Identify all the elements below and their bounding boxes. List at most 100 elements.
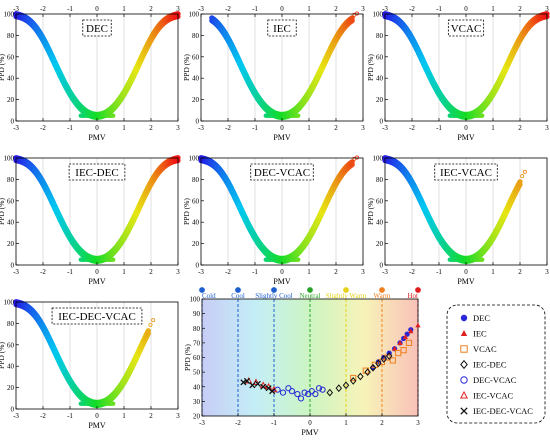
panel-label-box bbox=[82, 19, 112, 37]
ppd-point bbox=[111, 113, 116, 118]
x-top-tick-label: -1 bbox=[67, 5, 73, 13]
y-tick-label: 90 bbox=[193, 310, 201, 318]
ppd-point bbox=[517, 181, 523, 188]
x-axis-label: PMV bbox=[457, 277, 475, 286]
y-tick-label: 60 bbox=[193, 354, 201, 362]
legend-label: IEC-DEC-VCAC bbox=[473, 406, 533, 416]
y-tick-label: 80 bbox=[7, 176, 15, 184]
y-tick-label: 40 bbox=[7, 219, 15, 227]
x-top-tick-label: 1 bbox=[122, 5, 126, 13]
y-tick-label: 20 bbox=[376, 96, 384, 104]
x-top-tick-label: -3 bbox=[13, 5, 19, 13]
x-tick-label: 1 bbox=[122, 268, 126, 276]
x-top-tick-label: -3 bbox=[382, 5, 388, 13]
y-tick-label: 80 bbox=[7, 320, 15, 328]
x-tick-label: 2 bbox=[518, 124, 522, 132]
x-tick-label: 1 bbox=[307, 124, 311, 132]
x-tick-label: -2 bbox=[40, 412, 46, 420]
x-tick-label: -1 bbox=[252, 124, 258, 132]
x-tick-label: -3 bbox=[198, 268, 204, 276]
panel-label: DEC-VCAC bbox=[254, 167, 310, 179]
x-tick-label: 3 bbox=[176, 268, 180, 276]
x-top-tick-label: 1 bbox=[307, 5, 311, 13]
y-tick-label: 100 bbox=[373, 11, 384, 19]
panel-8: Cold Cool Slightly Cool Neutral Slightly War… bbox=[183, 286, 422, 437]
x-top-tick-label: -1 bbox=[252, 5, 258, 13]
y-tick-label: 20 bbox=[376, 240, 384, 248]
y-tick-label: 80 bbox=[192, 176, 200, 184]
y-axis-label: PPD (%) bbox=[366, 54, 375, 81]
y-tick-label: 100 bbox=[4, 11, 15, 19]
x-tick-label: -3 bbox=[199, 419, 205, 427]
panel-label: IEC-DEC bbox=[75, 167, 118, 179]
legend-label: IEC-DEC bbox=[473, 360, 507, 370]
x-tick-label: 0 bbox=[95, 124, 99, 132]
x-top-tick-label: 0 bbox=[464, 5, 468, 13]
x-tick-label: -3 bbox=[198, 124, 204, 132]
x-tick-label: 3 bbox=[176, 412, 180, 420]
x-axis-label: PMV bbox=[457, 133, 475, 142]
x-tick-label: -1 bbox=[67, 268, 73, 276]
panel-label-box bbox=[267, 19, 297, 37]
x-axis-label: PMV bbox=[88, 277, 106, 286]
x-tick-label: -3 bbox=[382, 124, 388, 132]
x-tick-label: -1 bbox=[67, 412, 73, 420]
y-tick-label: 40 bbox=[7, 75, 15, 83]
x-tick-label: 3 bbox=[545, 268, 549, 276]
y-tick-label: 40 bbox=[192, 219, 200, 227]
x-top-tick-label: 2 bbox=[334, 5, 338, 13]
y-tick-label: 20 bbox=[192, 96, 200, 104]
y-tick-label: 0 bbox=[380, 118, 384, 126]
y-tick-label: 0 bbox=[196, 262, 200, 270]
x-tick-label: -2 bbox=[40, 268, 46, 276]
x-top-tick-label: 0 bbox=[280, 5, 284, 13]
y-tick-label: 0 bbox=[11, 118, 15, 126]
panel-label: IEC-VCAC bbox=[440, 167, 492, 179]
x-tick-label: -3 bbox=[13, 268, 19, 276]
x-tick-label: -1 bbox=[271, 419, 277, 427]
x-tick-label: -2 bbox=[225, 268, 231, 276]
y-tick-label: 80 bbox=[7, 32, 15, 40]
x-tick-label: 0 bbox=[280, 124, 284, 132]
y-tick-label: 100 bbox=[373, 155, 384, 163]
panel-1: -3 -3 -2 -2 -1 -1 0 0 1 1 2 2 3 3 0 20 40 60 80 100 PMV PPD (… bbox=[0, 5, 181, 142]
panel-label: DEC bbox=[86, 23, 108, 35]
y-tick-label: 20 bbox=[192, 240, 200, 248]
x-tick-label: -2 bbox=[409, 124, 415, 132]
y-tick-label: 80 bbox=[376, 176, 384, 184]
y-axis-label: PPD (%) bbox=[0, 342, 6, 369]
y-tick-label: 100 bbox=[4, 155, 15, 163]
x-tick-label: -3 bbox=[13, 412, 19, 420]
y-tick-label: 40 bbox=[376, 219, 384, 227]
x-tick-label: 0 bbox=[280, 268, 284, 276]
x-tick-label: 3 bbox=[416, 419, 420, 427]
legend-label: IEC bbox=[473, 329, 487, 339]
ppd-point bbox=[349, 18, 355, 24]
ppd-point bbox=[111, 401, 116, 406]
panel-6: -3 -2 -1 0 1 2 3 0 20 40 60 80 100 PMV PPD (%) IEC-VCAC bbox=[366, 155, 549, 287]
x-tick-label: 1 bbox=[307, 268, 311, 276]
y-tick-label: 40 bbox=[192, 75, 200, 83]
y-axis-label: PPD (%) bbox=[0, 198, 6, 225]
ppd-point bbox=[480, 113, 485, 118]
y-tick-label: 80 bbox=[192, 32, 200, 40]
y-tick-label: 20 bbox=[7, 96, 15, 104]
panel-label: IEC-DEC-VCAC bbox=[58, 311, 136, 323]
panel-2: -3 -3 -2 -2 -1 -1 0 0 1 1 2 2 3 3 0 20 40 60 80 100 PMV PPD (… bbox=[182, 5, 365, 142]
x-tick-label: -2 bbox=[40, 124, 46, 132]
y-tick-label: 30 bbox=[193, 398, 201, 406]
x-tick-label: -3 bbox=[382, 268, 388, 276]
x-top-tick-label: 2 bbox=[149, 5, 153, 13]
x-top-tick-label: -2 bbox=[40, 5, 46, 13]
y-tick-label: 60 bbox=[7, 53, 15, 61]
x-tick-label: 2 bbox=[334, 124, 338, 132]
x-tick-label: -2 bbox=[225, 124, 231, 132]
x-tick-label: 3 bbox=[361, 268, 365, 276]
y-tick-label: 40 bbox=[193, 383, 201, 391]
y-tick-label: 80 bbox=[376, 32, 384, 40]
x-top-tick-label: 1 bbox=[491, 5, 495, 13]
x-tick-label: 2 bbox=[380, 419, 384, 427]
x-top-tick-label: 3 bbox=[545, 5, 549, 13]
panel-label-box bbox=[447, 19, 485, 37]
legend-label: VCAC bbox=[473, 344, 497, 354]
